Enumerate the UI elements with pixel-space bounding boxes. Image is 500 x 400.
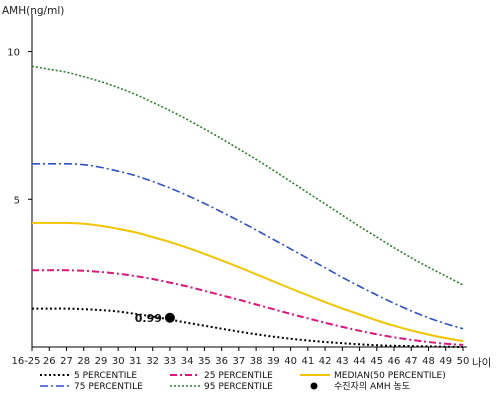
y-axis-title: AMH(ng/ml) xyxy=(2,5,64,17)
x-tick-label: 49 xyxy=(439,356,452,367)
legend-label: 5 PERCENTILE xyxy=(74,371,137,381)
x-tick-label: 16-25 xyxy=(11,356,40,367)
x-tick-label: 48 xyxy=(422,356,435,367)
x-tick-label: 42 xyxy=(319,356,332,367)
legend-point-marker xyxy=(310,382,318,390)
x-tick-label: 38 xyxy=(250,356,263,367)
x-tick-label: 29 xyxy=(95,356,108,367)
series-line-median-50-percentile xyxy=(32,221,464,343)
legend-label: 25 PERCENTILE xyxy=(204,371,273,381)
x-tick-label: 40 xyxy=(284,356,297,367)
legend-label: 75 PERCENTILE xyxy=(74,382,143,392)
series-line-75-percentile xyxy=(32,162,464,330)
x-tick-label: 30 xyxy=(112,356,125,367)
x-tick-label: 46 xyxy=(388,356,401,367)
x-tick-label: 36 xyxy=(215,356,228,367)
y-tick-label: 10 xyxy=(7,48,20,59)
x-tick-label: 34 xyxy=(181,356,194,367)
x-tick-label: 26 xyxy=(43,356,56,367)
legend-label: MEDIAN(50 PERCENTILE) xyxy=(334,371,446,381)
series-line-25-percentile xyxy=(32,269,464,346)
x-axis-title: 나이 xyxy=(472,357,491,369)
x-tick-label: 50 xyxy=(457,356,470,367)
series-line-5-percentile xyxy=(32,307,464,348)
y-tick-label: 5 xyxy=(14,195,20,206)
x-tick-label: 43 xyxy=(336,356,349,367)
legend-label: 수진자의 AMH 농도 xyxy=(334,381,410,392)
axes: 5 10 AMH(ng/ml) 16-25 26 27 28 29 30 31 32 33 34 35 36… xyxy=(2,5,491,369)
x-tick-label: 27 xyxy=(60,356,73,367)
legend: 5 PERCENTILE 25 PERCENTILE MEDIAN(50 PERCE… xyxy=(40,371,446,392)
legend-label: 95 PERCENTILE xyxy=(204,382,273,392)
x-tick-label: 44 xyxy=(353,356,366,367)
x-tick-label: 47 xyxy=(405,356,418,367)
x-tick-label: 35 xyxy=(198,356,211,367)
x-tick-label: 28 xyxy=(77,356,90,367)
x-tick-label: 45 xyxy=(370,356,383,367)
point-layer: 0.99 xyxy=(135,312,175,325)
patient-amh-point xyxy=(164,312,175,323)
x-tick-label: 32 xyxy=(146,356,159,367)
x-tick-label: 39 xyxy=(267,356,280,367)
x-tick-label: 41 xyxy=(301,356,314,367)
x-tick-label: 33 xyxy=(164,356,177,367)
series-line-95-percentile xyxy=(31,65,464,286)
x-tick-label: 37 xyxy=(233,356,246,367)
series-layer xyxy=(31,65,464,348)
x-tick-label: 31 xyxy=(129,356,142,367)
patient-amh-label: 0.99 xyxy=(135,312,162,325)
